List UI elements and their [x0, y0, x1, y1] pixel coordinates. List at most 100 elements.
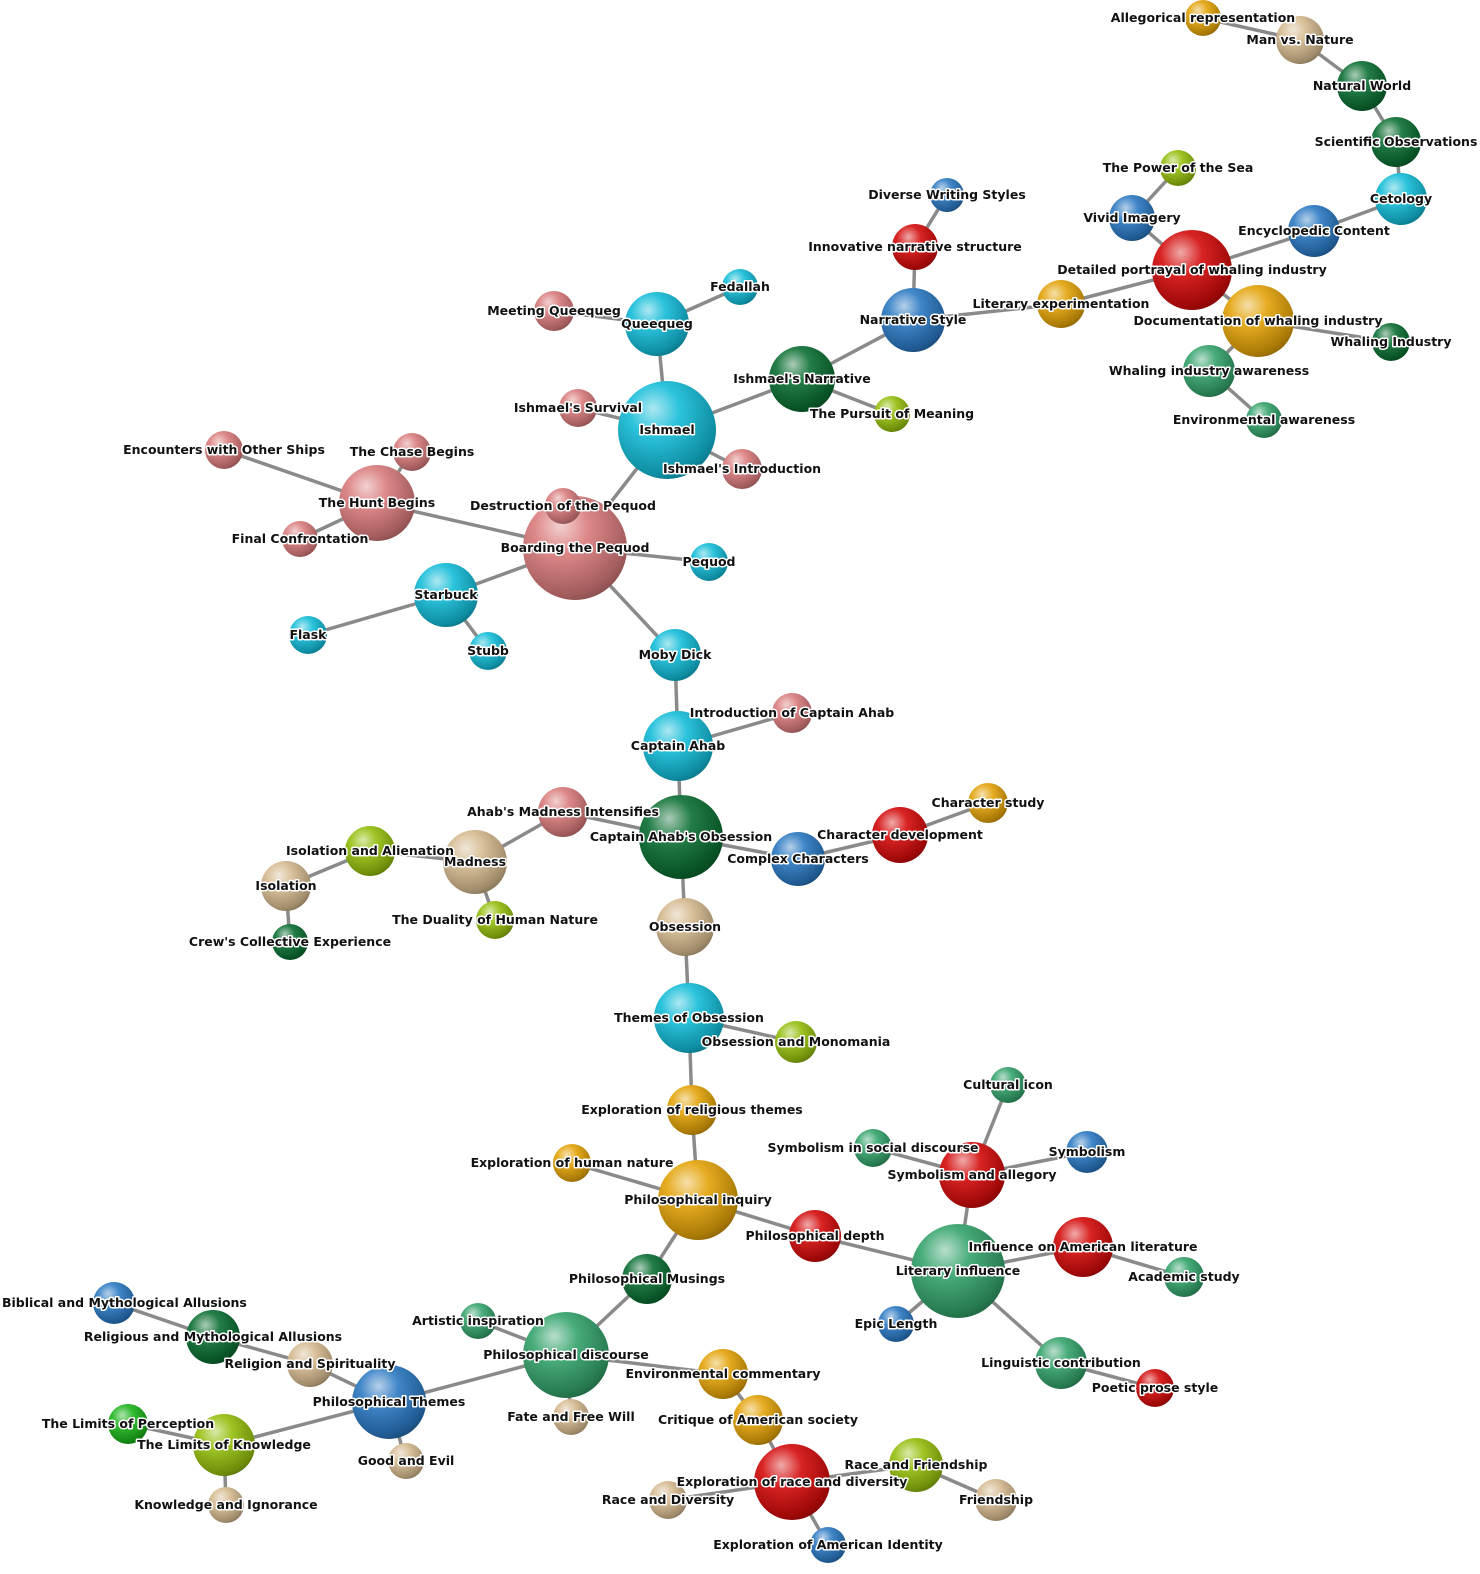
node-themes-obsession[interactable]	[654, 983, 724, 1053]
node-philosophical-inquiry[interactable]	[658, 1160, 738, 1240]
node-innovative-structure[interactable]	[892, 224, 938, 270]
node-academic-study[interactable]	[1164, 1257, 1204, 1297]
node-hunt-begins[interactable]	[339, 465, 415, 541]
node-boarding-pequod[interactable]	[523, 496, 627, 600]
node-good-evil[interactable]	[388, 1443, 424, 1479]
node-whaling-awareness[interactable]	[1183, 345, 1235, 397]
node-philosophical-themes[interactable]	[352, 1365, 426, 1439]
node-limits-knowledge[interactable]	[193, 1414, 255, 1476]
node-vivid-imagery[interactable]	[1109, 195, 1155, 241]
node-scientific-obs[interactable]	[1371, 117, 1421, 167]
node-encounters-ships[interactable]	[205, 431, 243, 469]
node-symbolism[interactable]	[1066, 1131, 1108, 1173]
node-environmental-awareness[interactable]	[1246, 402, 1282, 438]
node-label-cultural-icon: Cultural icon	[963, 1077, 1053, 1092]
node-friendship[interactable]	[975, 1479, 1017, 1521]
node-label-ishmaels-narrative: Ishmael's Narrative	[733, 371, 870, 386]
node-philosophical-depth[interactable]	[789, 1210, 841, 1262]
node-madness[interactable]	[443, 830, 507, 894]
node-captain-ahab[interactable]	[643, 711, 713, 781]
node-ishmaels-intro[interactable]	[722, 449, 762, 489]
node-limits-perception[interactable]	[108, 1404, 148, 1444]
node-literary-influence[interactable]	[911, 1224, 1005, 1318]
node-artistic-inspiration[interactable]	[460, 1303, 496, 1339]
node-epic-length[interactable]	[878, 1306, 914, 1342]
node-label-character-development: Character development	[817, 827, 983, 842]
node-race-diversity-exploration[interactable]	[754, 1444, 830, 1520]
node-label-pequod: Pequod	[682, 554, 735, 569]
node-ahabs-obsession[interactable]	[639, 795, 723, 879]
node-label-philosophical-inquiry: Philosophical inquiry	[624, 1192, 772, 1207]
node-religion-spirituality[interactable]	[287, 1341, 333, 1387]
node-philosophical-discourse[interactable]	[523, 1312, 609, 1398]
node-encyclopedic[interactable]	[1288, 205, 1340, 257]
node-label-captain-ahab: Captain Ahab	[631, 738, 726, 753]
node-man-vs-nature[interactable]	[1276, 16, 1324, 64]
node-obsession[interactable]	[656, 898, 714, 956]
node-critique-american-society[interactable]	[733, 1395, 783, 1445]
node-cultural-icon[interactable]	[990, 1067, 1026, 1103]
node-crews-experience[interactable]	[272, 924, 308, 960]
node-pursuit-meaning[interactable]	[874, 396, 910, 432]
node-fedallah[interactable]	[722, 269, 758, 305]
node-isolation-alienation[interactable]	[345, 826, 395, 876]
node-documentation-whaling[interactable]	[1222, 285, 1294, 357]
node-cetology[interactable]	[1375, 173, 1427, 225]
node-label-destruction-pequod: Destruction of the Pequod	[470, 498, 656, 513]
node-religious-themes[interactable]	[667, 1085, 717, 1135]
node-isolation[interactable]	[261, 861, 311, 911]
node-label-critique-american-society: Critique of American society	[658, 1412, 858, 1427]
node-final-confrontation[interactable]	[282, 521, 318, 557]
node-american-identity[interactable]	[810, 1527, 846, 1563]
node-allegorical[interactable]	[1185, 0, 1221, 36]
node-character-study[interactable]	[968, 783, 1008, 823]
node-complex-characters[interactable]	[771, 832, 825, 886]
node-diverse-writing[interactable]	[930, 178, 964, 212]
node-race-friendship[interactable]	[889, 1438, 943, 1492]
node-biblical-allusions[interactable]	[93, 1282, 135, 1324]
node-narrative-style[interactable]	[881, 288, 945, 352]
node-poetic-prose[interactable]	[1136, 1369, 1174, 1407]
node-character-development[interactable]	[872, 807, 928, 863]
node-whaling-industry[interactable]	[1372, 323, 1410, 361]
node-race-diversity[interactable]	[649, 1481, 687, 1519]
node-philosophical-musings[interactable]	[622, 1254, 672, 1304]
node-religious-allusions[interactable]	[186, 1310, 240, 1364]
node-human-nature[interactable]	[553, 1144, 591, 1182]
node-intro-ahab[interactable]	[772, 693, 812, 733]
node-destruction-pequod[interactable]	[545, 488, 581, 524]
node-stubb[interactable]	[469, 632, 507, 670]
node-label-friendship: Friendship	[959, 1492, 1033, 1507]
node-detailed-whaling[interactable]	[1152, 230, 1232, 310]
node-power-sea[interactable]	[1160, 150, 1196, 186]
node-label-religion-spirituality: Religion and Spirituality	[224, 1356, 395, 1371]
node-duality[interactable]	[476, 901, 514, 939]
node-ishmaels-survival[interactable]	[559, 389, 597, 427]
node-fate-free-will[interactable]	[553, 1399, 589, 1435]
node-label-race-diversity-exploration: Exploration of race and diversity	[677, 1474, 908, 1489]
node-pequod[interactable]	[690, 543, 728, 581]
node-queequeg[interactable]	[625, 292, 689, 356]
node-influence-american-lit[interactable]	[1053, 1217, 1113, 1277]
node-obsession-monomania[interactable]	[775, 1021, 817, 1063]
node-ishmaels-narrative[interactable]	[769, 346, 835, 412]
node-environmental-commentary[interactable]	[698, 1349, 748, 1399]
node-starbuck[interactable]	[414, 563, 478, 627]
node-ahabs-madness[interactable]	[538, 787, 588, 837]
node-symbolism-allegory[interactable]	[939, 1142, 1005, 1208]
node-label-academic-study: Academic study	[1128, 1269, 1239, 1284]
node-label-stubb: Stubb	[467, 643, 509, 658]
node-label-documentation-whaling: Documentation of whaling industry	[1134, 313, 1383, 328]
node-literary-experimentation[interactable]	[1037, 280, 1085, 328]
node-moby-dick[interactable]	[649, 629, 701, 681]
node-label-race-friendship: Race and Friendship	[844, 1457, 987, 1472]
node-flask[interactable]	[289, 616, 327, 654]
node-symbolism-social[interactable]	[854, 1129, 892, 1167]
node-label-moby-dick: Moby Dick	[639, 647, 713, 662]
node-linguistic-contribution[interactable]	[1035, 1337, 1087, 1389]
node-meeting-queequeg[interactable]	[534, 291, 574, 331]
node-natural-world[interactable]	[1337, 61, 1387, 111]
node-ishmael[interactable]	[618, 381, 716, 479]
node-chase-begins[interactable]	[393, 433, 431, 471]
node-knowledge-ignorance[interactable]	[208, 1487, 244, 1523]
